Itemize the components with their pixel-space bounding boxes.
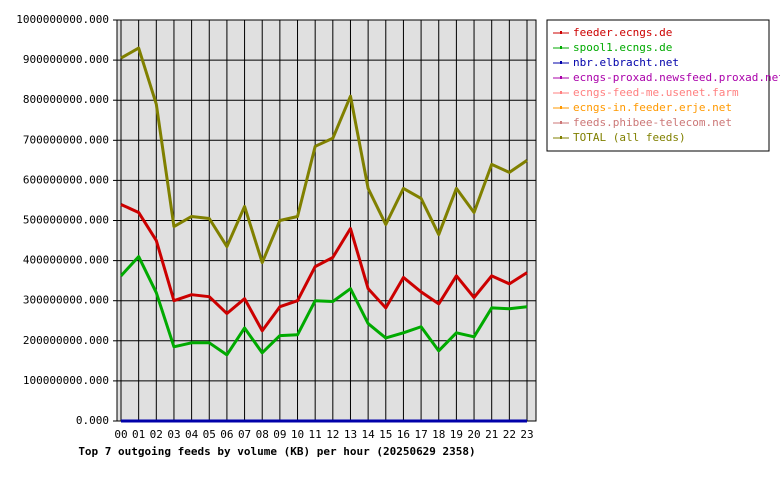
y-tick-label: 700000000.000 [23,133,109,146]
x-tick-label: 00 [114,428,127,441]
y-tick-label: 800000000.000 [23,93,109,106]
x-tick-label: 15 [379,428,392,441]
legend-label: ecngs-feed-me.usenet.farm [573,86,739,99]
x-tick-label: 16 [397,428,410,441]
y-tick-label: 900000000.000 [23,53,109,66]
chart-title: Top 7 outgoing feeds by volume (KB) per … [78,445,475,458]
x-tick-label: 14 [362,428,376,441]
x-tick-label: 05 [203,428,216,441]
y-tick-label: 0.000 [76,414,109,427]
x-tick-label: 22 [503,428,516,441]
series-line [119,255,528,357]
legend-label: feeder.ecngs.de [573,26,672,39]
x-tick-label: 03 [167,428,180,441]
x-tick-label: 01 [132,428,145,441]
legend-label: feeds.phibee-telecom.net [573,116,732,129]
legend [546,19,770,152]
legend-label: TOTAL (all feeds) [573,131,686,144]
x-tick-label: 18 [432,428,445,441]
y-tick-label: 1000000000.000 [16,13,109,26]
series-line [120,203,528,333]
x-tick-label: 11 [309,428,322,441]
x-tick-label: 12 [326,428,339,441]
series-line [120,46,528,265]
x-tick-label: 23 [520,428,533,441]
x-tick-label: 17 [414,428,427,441]
y-tick-label: 600000000.000 [23,173,109,186]
x-tick-label: 08 [256,428,269,441]
legend-label: ecngs-in.feeder.erje.net [573,101,732,114]
x-tick-label: 06 [220,428,233,441]
legend-label: spool1.ecngs.de [573,41,672,54]
y-tick-label: 200000000.000 [23,334,109,347]
x-tick-label: 02 [150,428,163,441]
y-tick-label: 300000000.000 [23,294,109,307]
x-tick-label: 13 [344,428,357,441]
y-tick-label: 100000000.000 [23,374,109,387]
x-tick-label: 04 [185,428,199,441]
x-tick-label: 20 [467,428,480,441]
legend-label: ecngs-proxad.newsfeed.proxad.net [573,71,780,84]
x-tick-label: 10 [291,428,304,441]
y-tick-label: 400000000.000 [23,254,109,267]
y-tick-label: 500000000.000 [23,214,109,227]
x-tick-label: 07 [238,428,251,441]
x-tick-label: 09 [273,428,286,441]
x-tick-label: 21 [485,428,498,441]
x-tick-label: 19 [450,428,463,441]
legend-label: nbr.elbracht.net [573,56,679,69]
